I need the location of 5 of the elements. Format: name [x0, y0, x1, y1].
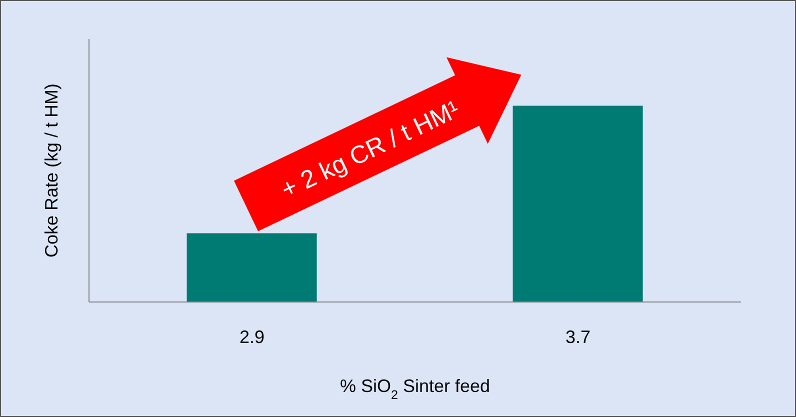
y-axis-title: Coke Rate (kg / t HM): [41, 83, 62, 258]
x-tick-label: 3.7: [565, 326, 591, 347]
x-axis-title: % SiO$_{2}$ Sinter feed: [340, 376, 490, 402]
annotation: + 2 kg CR / t HM¹: [276, 95, 464, 204]
x-tick-label: 2.9: [239, 326, 265, 347]
